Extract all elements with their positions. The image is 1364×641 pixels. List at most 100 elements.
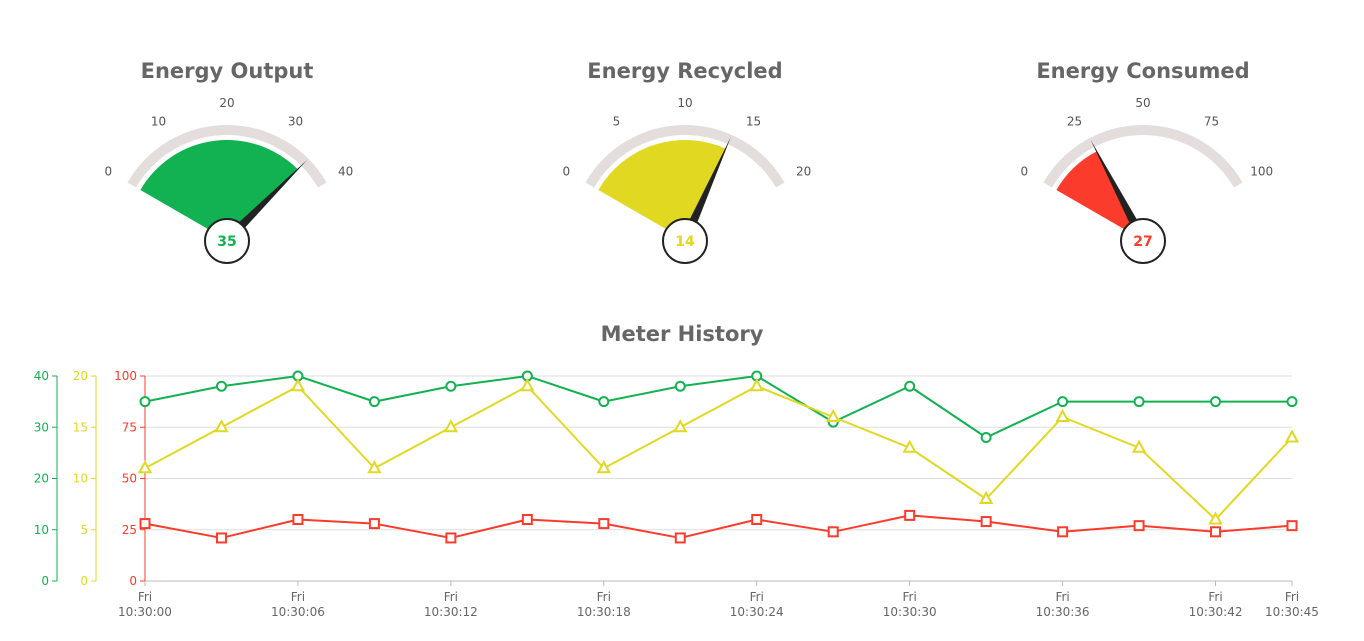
data-point [139,396,151,408]
x-tick-label: Fri [903,590,917,604]
x-tick-label: Fri [1055,590,1069,604]
gauge-tick-label: 10 [677,96,692,110]
gauge-fill [140,140,298,240]
data-point [1133,396,1145,408]
data-point [902,439,917,453]
gauge-energy-recycled: Energy Recycled 0 5 10 15 20 14 [563,59,811,264]
y-tick-label: 15 [73,420,88,434]
x-tick-label: Fri [1285,590,1299,604]
data-point [1057,396,1069,408]
data-point [598,518,610,530]
y-tick-label: 10 [73,472,88,486]
y-tick-label: 0 [80,574,88,588]
data-point [980,516,992,528]
data-point [137,460,153,474]
y-tick-label: 20 [73,369,88,383]
series-output [139,370,1298,443]
data-point [139,518,151,530]
x-tick-label: Fri [138,590,152,604]
gauge-value-bubble [662,218,708,264]
data-point [443,419,459,433]
gauge-energy-output: Energy Output 0 10 20 30 40 35 [105,59,353,264]
data-point [1210,526,1222,538]
x-tick-label: Fri [291,590,305,604]
data-point [1057,526,1069,538]
meter-history-chart: Meter History 0 10 20 30 40 0 5 10 15 20 0 25 50 75 100… [34,322,1319,619]
data-point [751,514,763,525]
y-tick-label: 5 [80,523,88,537]
gauge-value-label: 27 [1133,234,1152,250]
x-tick-label: 10:30:45 [1265,605,1319,619]
x-tick-label: 10:30:18 [577,605,631,619]
data-point [1286,520,1298,532]
x-tick-label: Fri [444,590,458,604]
data-point [596,460,611,474]
y-tick-label: 40 [34,369,49,383]
y-axis-output: 0 10 20 30 40 [34,369,58,588]
data-point [1210,396,1222,408]
y-tick-label: 0 [41,574,49,588]
chart-title: Meter History [601,322,764,346]
y-tick-label: 100 [114,369,137,383]
x-tick-label: 10:30:24 [730,605,784,619]
data-point [367,460,382,474]
gauge-value-label: 14 [675,234,695,250]
y-tick-label: 25 [122,523,137,537]
data-point [292,514,304,525]
x-tick-label: Fri [597,590,611,604]
gauge-track [127,125,327,188]
data-point [674,532,686,544]
gauge-value-bubble [204,218,250,264]
x-tick-label: 10:30:12 [424,605,478,619]
x-tick-label: 10:30:06 [271,605,325,619]
gauge-value-bubble [1120,218,1166,264]
y-tick-label: 30 [34,420,49,434]
gauge-value-label: 35 [217,234,236,250]
data-point [749,378,764,392]
gauge-tick-label: 100 [1250,165,1273,179]
data-point [445,532,457,544]
gauge-needle [680,136,731,243]
gauge-needle [1090,139,1148,243]
gauge-tick-label: 0 [105,165,113,179]
data-point [368,518,380,530]
gauge-energy-consumed: Energy Consumed 0 25 50 75 100 27 [1021,59,1273,264]
gauge-tick-label: 20 [219,96,234,110]
gauge-title: Energy Output [141,59,314,83]
y-axis-recycled: 0 5 10 15 20 [73,369,97,588]
y-tick-label: 0 [129,574,137,588]
gauge-tick-label: 0 [563,165,571,179]
data-point [904,380,916,392]
data-point [826,408,841,422]
series-recycled [137,378,1300,525]
gauge-track [1043,125,1243,188]
data-point [978,490,994,504]
gauge-needle [223,160,307,244]
data-point [1055,408,1070,422]
series-consumed [139,509,1298,544]
data-point [904,509,916,521]
gauge-tick-label: 75 [1204,114,1219,128]
y-tick-label: 20 [34,472,49,486]
y-tick-label: 10 [34,523,49,537]
gauge-tick-label: 5 [613,114,621,128]
gauge-tick-label: 50 [1135,96,1150,110]
x-tick-label: 10:30:36 [1036,605,1090,619]
data-point [368,396,380,408]
gauges-layer: Energy Output 0 10 20 30 40 35 Energy Recycled 0… [105,59,1273,264]
gauge-title: Energy Recycled [587,59,782,83]
gauge-tick-label: 10 [151,114,166,128]
data-point [1286,396,1298,408]
gauge-track [585,125,785,188]
series-line [144,514,1293,539]
x-tick-label: Fri [750,590,764,604]
data-point [1208,511,1223,525]
gauge-title: Energy Consumed [1036,59,1249,83]
data-point [673,419,688,433]
y-tick-label: 50 [122,472,137,486]
data-point [1284,429,1300,443]
data-point [827,526,839,538]
series-line [144,385,1293,521]
y-tick-label: 75 [122,420,137,434]
